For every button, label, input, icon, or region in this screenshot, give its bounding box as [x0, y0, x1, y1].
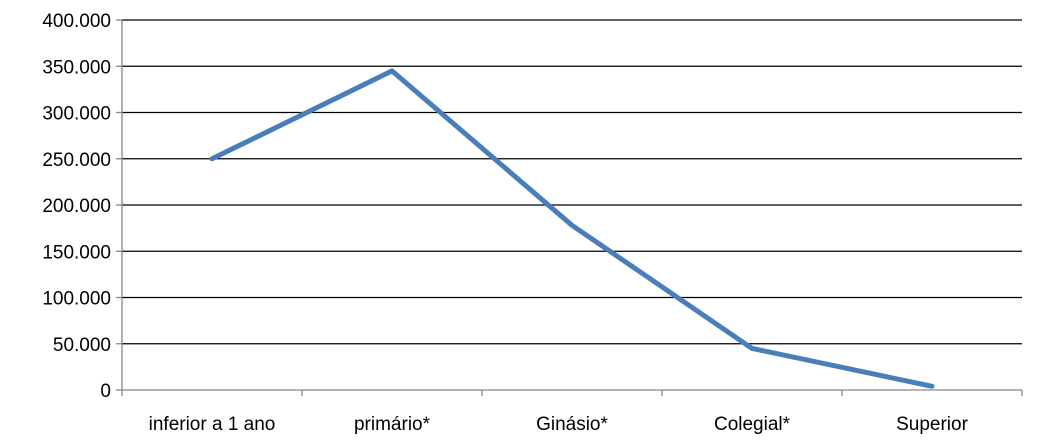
y-tick-label: 300.000 — [42, 104, 111, 125]
y-axis-ticks: 0 50.000 100.000 150.000 200.000 250.000 300.0… — [42, 11, 122, 402]
y-tick-label: 150.000 — [42, 242, 111, 263]
x-tick-label: primário* — [354, 414, 431, 435]
series-line — [209, 68, 935, 389]
y-tick-label: 400.000 — [42, 11, 111, 32]
series-group — [209, 68, 935, 389]
y-tick-label: 200.000 — [42, 196, 111, 217]
gridlines — [122, 19, 1022, 345]
y-tick-label: 250.000 — [42, 150, 111, 171]
y-tick-label: 50.000 — [53, 335, 111, 356]
x-tick-label: Ginásio* — [536, 414, 608, 435]
x-tick-label: inferior a 1 ano — [149, 414, 276, 435]
x-axis-ticks: inferior a 1 ano primário* Ginásio* Colegia… — [121, 390, 1023, 435]
y-tick-label: 350.000 — [42, 57, 111, 78]
x-tick-label: Colegial* — [714, 414, 791, 435]
y-tick-label: 100.000 — [42, 289, 111, 310]
y-tick-label: 0 — [100, 381, 111, 402]
x-tick-label: Superior — [896, 414, 968, 435]
